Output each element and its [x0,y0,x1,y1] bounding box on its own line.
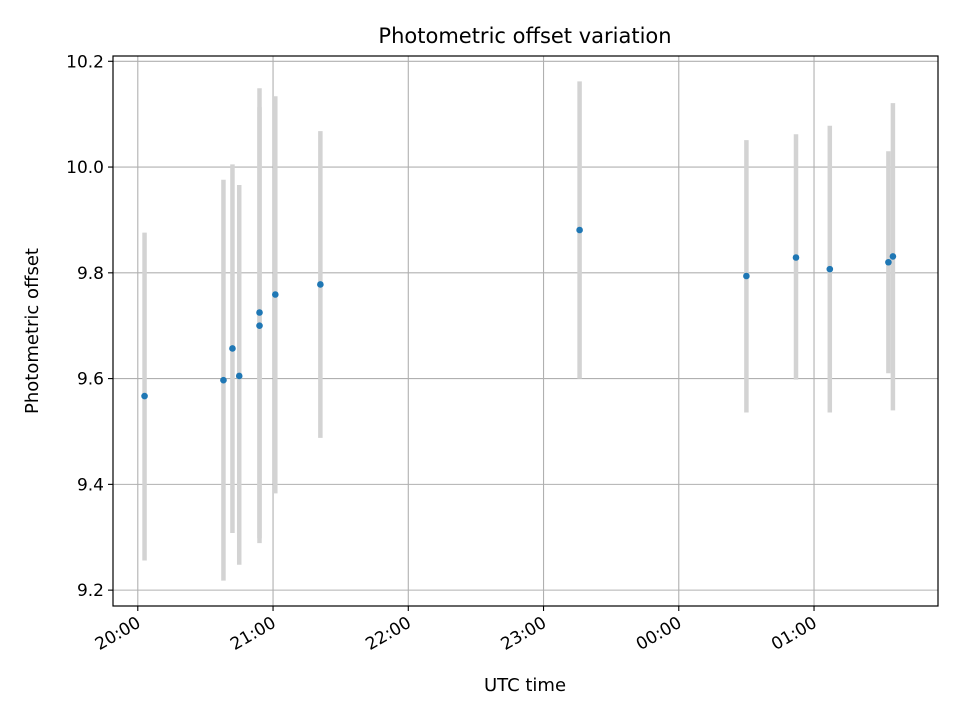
x-tick-label: 01:00 [768,613,820,655]
errorbar-layer [142,81,896,581]
data-point [220,376,227,384]
data-point [229,345,236,352]
y-tick-label: 9.2 [77,581,104,601]
y-tick-label: 9.6 [77,370,104,390]
y-axis: 9.2 9.4 9.6 9.8 10.0 10.2 [66,52,113,601]
y-tick-label: 9.8 [77,264,104,284]
grid-layer [113,56,938,606]
plot-frame [112,55,939,607]
data-point [576,226,583,234]
y-tick-label: 10.2 [66,52,104,72]
data-point [271,291,279,298]
data-point [141,392,148,400]
data-point [885,258,892,266]
x-axis: 20:00 21:00 22:00 23:00 00:00 01:00 [92,606,821,655]
data-point [826,265,834,273]
data-point [743,272,750,280]
point-layer [141,226,897,400]
x-tick-label: 20:00 [92,613,144,655]
x-tick-label: 22:00 [362,613,414,655]
data-point [256,322,263,330]
x-tick-label: 23:00 [498,613,550,655]
data-point [235,372,243,380]
data-point [256,309,263,316]
x-tick-label: 21:00 [227,613,279,655]
x-tick-label: 00:00 [633,613,685,655]
chart-title: Photometric offset variation [378,24,671,48]
y-tick-label: 10.0 [66,158,104,178]
data-point [317,281,324,288]
y-tick-label: 9.4 [77,475,104,495]
data-point [889,253,897,260]
y-axis-label: Photometric offset [22,248,43,414]
x-axis-label: UTC time [484,675,566,696]
data-point [792,254,800,261]
